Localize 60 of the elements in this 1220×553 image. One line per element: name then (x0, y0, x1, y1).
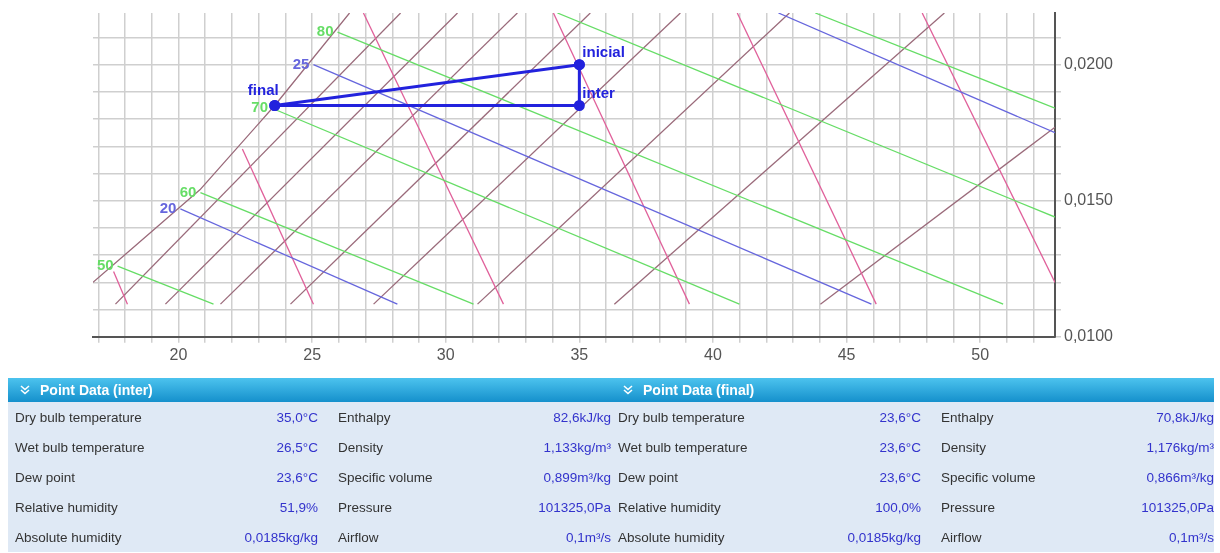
text: Dry bulb temperature (14, 409, 143, 425)
text: 23,6°C (275, 469, 318, 485)
text: Dry bulb temperature (617, 409, 746, 425)
text: Point Data (final) (643, 382, 755, 398)
text: Density (941, 439, 987, 455)
text: Specific volume (941, 469, 1037, 485)
text: Specific volume (338, 469, 434, 485)
text: 23,6°C (878, 469, 921, 485)
text: 23,6°C (878, 439, 921, 455)
y-tick-label: 0,0200 (1064, 55, 1114, 73)
annotation: 50 (96, 256, 114, 274)
y-tick-label: 0,0150 (1064, 191, 1114, 209)
x-tick-label: 20 (169, 345, 188, 363)
text: Pressure (338, 499, 394, 515)
text: Density (338, 439, 384, 455)
x-tick-label: 50 (971, 345, 990, 363)
text: 51,9% (278, 499, 318, 515)
text: 0,899m³/kg (542, 469, 611, 485)
text: 82,6kJ/kg (552, 409, 611, 425)
text: 0,0185kg/kg (243, 529, 318, 545)
text: 1,176kg/m³ (1145, 439, 1214, 455)
text: 0,1m³/s (1168, 529, 1214, 545)
text: 100,0% (874, 499, 921, 515)
text: Relative humidity (617, 499, 722, 515)
text: Wet bulb temperature (617, 439, 749, 455)
text: Enthalpy (941, 409, 995, 425)
x-tick-label: 40 (704, 345, 722, 363)
text: Wet bulb temperature (14, 439, 146, 455)
annotation: 25 (292, 54, 310, 72)
text: Enthalpy (338, 409, 392, 425)
text: Airflow (338, 529, 380, 545)
annotation: final (247, 81, 279, 99)
text: Relative humidity (14, 499, 119, 515)
text: 101325,0Pa (1140, 499, 1214, 515)
x-tick-label: 35 (570, 345, 589, 363)
text: 23,6°C (878, 409, 921, 425)
text: Absolute humidity (14, 529, 123, 545)
text: 0,866m³/kg (1145, 469, 1214, 485)
x-tick-label: 45 (837, 345, 856, 363)
annotation: 80 (316, 22, 334, 40)
text: Dew point (617, 469, 680, 485)
text: 35,0°C (275, 409, 318, 425)
text: 101325,0Pa (537, 499, 611, 515)
x-tick-label: 25 (303, 345, 322, 363)
annotation: inicial (582, 43, 625, 61)
text: 0,1m³/s (565, 529, 611, 545)
annotation: 60 (179, 182, 197, 200)
text: Absolute humidity (617, 529, 726, 545)
x-tick-label: 30 (436, 345, 455, 363)
text: 0,0185kg/kg (846, 529, 921, 545)
text: Point Data (inter) (40, 382, 153, 398)
text: 1,133kg/m³ (542, 439, 611, 455)
annotation: 20 (159, 199, 177, 217)
y-tick-label: 0,0100 (1064, 327, 1114, 345)
text: Dew point (14, 469, 77, 485)
text: 70,8kJ/kg (1155, 409, 1214, 425)
annotation: 70 (251, 98, 269, 116)
text: 26,5°C (275, 439, 318, 455)
text: Pressure (941, 499, 997, 515)
text: Airflow (941, 529, 983, 545)
